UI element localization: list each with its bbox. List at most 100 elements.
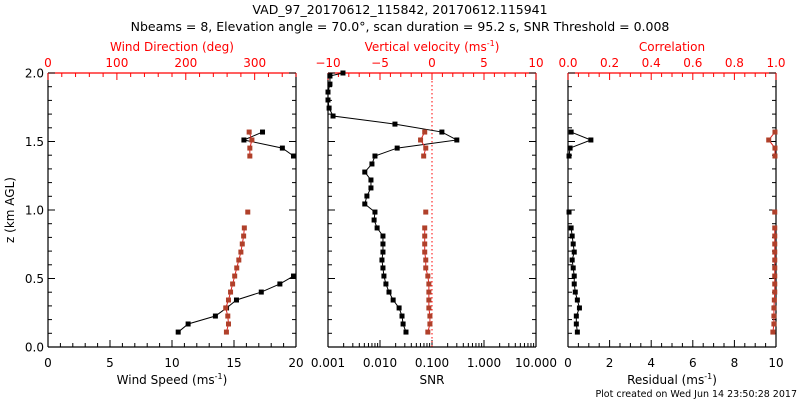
data-point (340, 70, 346, 76)
data-point (258, 289, 264, 295)
data-point (390, 297, 396, 303)
x-tick-label: 15 (226, 356, 241, 370)
data-point (277, 281, 283, 287)
x-tick-label: 0.100 (415, 356, 449, 370)
x-tick-label: 2 (606, 356, 614, 370)
series-line (568, 131, 593, 157)
data-point (422, 129, 428, 135)
data-point (241, 233, 247, 239)
y-tick-label: 1.0 (25, 204, 44, 218)
data-point (571, 281, 577, 287)
data-point (421, 153, 427, 159)
data-point (771, 321, 777, 327)
data-point (245, 209, 251, 215)
x-tick-label: 0.010 (363, 356, 397, 370)
series-vertical-velocity (418, 129, 433, 335)
x-tick-label: 0 (564, 356, 572, 370)
top-tick-label: 1.0 (766, 56, 785, 70)
data-point (772, 289, 778, 295)
data-point (426, 297, 432, 303)
data-point (380, 241, 386, 247)
plot-created-footer: Plot created on Wed Jun 14 23:50:28 2017 (595, 389, 797, 400)
data-point (422, 241, 428, 247)
data-point (568, 129, 574, 135)
data-point (260, 129, 266, 135)
data-point (386, 289, 392, 295)
series-line (248, 131, 253, 157)
top-tick-label: 5 (480, 56, 488, 70)
data-point (422, 225, 428, 231)
x-tick-label: 20 (288, 356, 303, 370)
data-point (772, 153, 778, 159)
data-point (568, 225, 574, 231)
data-point (426, 289, 432, 295)
top-tick-label: 0 (44, 56, 52, 70)
data-point (374, 225, 380, 231)
series-snr (325, 70, 460, 335)
x-tick-label: 0 (44, 356, 52, 370)
data-point (247, 145, 253, 151)
data-point (588, 137, 594, 143)
bottom-axis-label: SNR (420, 373, 445, 387)
data-point (330, 113, 336, 119)
data-point (772, 257, 778, 263)
data-point (241, 137, 247, 143)
series-line (177, 275, 294, 333)
data-point (383, 281, 389, 287)
data-point (225, 321, 231, 327)
data-point (573, 321, 579, 327)
series-correlation (766, 129, 778, 335)
data-point (372, 153, 378, 159)
data-point (566, 153, 572, 159)
data-point (566, 209, 572, 215)
data-point (225, 297, 231, 303)
data-point (380, 233, 386, 239)
data-point (212, 313, 218, 319)
series-line (327, 72, 459, 333)
data-point (225, 313, 231, 319)
data-point (236, 257, 242, 263)
top-tick-label: 0.6 (683, 56, 702, 70)
data-point (327, 81, 333, 87)
data-point (772, 281, 778, 287)
data-point (567, 145, 573, 151)
series-residual (566, 129, 594, 335)
panel-snr: 0.001 0.010 0.100 1.000 10.000 SNR −10 −5 0 5 10 Ve… (311, 39, 557, 387)
data-point (247, 153, 253, 159)
data-point (185, 321, 191, 327)
data-point (426, 281, 432, 287)
top-tick-label: 0.0 (558, 56, 577, 70)
top-tick-label: −5 (371, 56, 389, 70)
series-line (768, 131, 776, 157)
data-point (238, 249, 244, 255)
data-point (403, 329, 409, 335)
data-point (239, 241, 245, 247)
data-point (279, 145, 285, 151)
series-line (242, 131, 294, 157)
chart-title: VAD_97_20170612_115842, 20170612.115941 (252, 2, 547, 17)
data-point (362, 169, 368, 175)
x-tick-label: 4 (647, 356, 655, 370)
y-tick-label: 2.0 (25, 67, 44, 81)
data-point (372, 209, 378, 215)
data-point (394, 145, 400, 151)
top-tick-label: 0.2 (600, 56, 619, 70)
data-point (770, 329, 776, 335)
data-point (325, 89, 331, 95)
data-point (232, 273, 238, 279)
top-axis-label: Wind Direction (deg) (110, 40, 234, 54)
data-point (574, 297, 580, 303)
data-point (571, 249, 577, 255)
data-point (772, 273, 778, 279)
data-point (571, 273, 577, 279)
y-tick-label: 0.5 (25, 272, 44, 286)
top-tick-label: 200 (174, 56, 197, 70)
top-tick-label: 300 (243, 56, 266, 70)
top-axis-label: Vertical velocity (ms-1) (365, 39, 500, 54)
data-point (426, 305, 432, 311)
data-point (364, 193, 370, 199)
data-point (418, 137, 424, 143)
data-point (241, 225, 247, 231)
